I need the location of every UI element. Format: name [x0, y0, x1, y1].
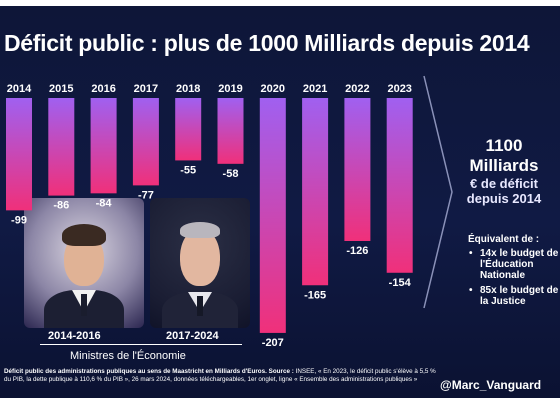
year-label-2015: 2015 [49, 83, 73, 95]
minister-2-period: 2017-2024 [166, 330, 219, 342]
equivalent-list: 14x le budget de l'Éducation Nationale 8… [466, 248, 560, 311]
equivalent-item: 85x le budget de la Justice [466, 285, 560, 307]
bar-2020 [259, 98, 286, 333]
bar-2014 [6, 98, 32, 211]
value-label-2015: -86 [53, 200, 69, 212]
summary-block: 1100 Milliards € de déficit depuis 2014 [448, 136, 560, 206]
minister-portrait-2 [150, 198, 250, 328]
year-label-2019: 2019 [218, 83, 242, 95]
equivalent-label: Équivalent de : [468, 234, 540, 245]
value-label-2023: -154 [389, 277, 412, 289]
bar-2018 [175, 98, 202, 161]
bar-2019 [217, 98, 244, 164]
summary-unit: Milliards [469, 156, 539, 175]
year-label-2018: 2018 [176, 83, 200, 95]
value-label-2021: -165 [304, 289, 326, 301]
minister-1-period: 2014-2016 [48, 330, 101, 342]
year-label-2020: 2020 [261, 83, 285, 95]
author-handle: @Marc_Vanguard [440, 378, 542, 392]
value-label-2018: -55 [180, 164, 196, 176]
bar-2022 [344, 98, 371, 241]
value-label-2016: -84 [96, 197, 113, 209]
year-label-2022: 2022 [345, 83, 369, 95]
value-label-2019: -58 [223, 168, 239, 180]
value-label-2017: -77 [138, 189, 154, 201]
year-label-2016: 2016 [91, 83, 115, 95]
equivalent-item: 14x le budget de l'Éducation Nationale [466, 248, 560, 281]
bar-2017 [132, 98, 159, 186]
summary-line4: depuis 2014 [466, 191, 542, 206]
value-label-2022: -126 [346, 245, 368, 257]
bar-2021 [302, 98, 329, 286]
summary-line3: € de déficit [470, 176, 538, 191]
bar-2023 [386, 98, 413, 273]
deficit-bar-chart: 2014 -99 2015 -86 2016 -84 2017 -77 2018 -55 2019 -… [6, 83, 413, 349]
source-text: INSEE, « En 2023, le déficit public s'él… [4, 368, 436, 383]
year-label-2014: 2014 [7, 83, 32, 95]
bar-2016 [90, 98, 117, 194]
ministers-bracket [40, 344, 242, 345]
chevron-right-icon [423, 75, 453, 309]
source-bold: Déficit public des administrations publi… [4, 368, 294, 375]
value-label-2014: -99 [11, 214, 27, 226]
ministers-label: Ministres de l'Économie [70, 350, 186, 362]
bar-2015 [48, 98, 75, 196]
year-label-2021: 2021 [303, 83, 327, 95]
summary-amount: 1100 [485, 136, 523, 155]
source-note: Déficit public des administrations publi… [4, 368, 440, 384]
infographic-card: Déficit public : plus de 1000 Milliards … [0, 6, 560, 398]
page-title: Déficit public : plus de 1000 Milliards … [4, 30, 530, 56]
value-label-2020: -207 [262, 337, 284, 349]
year-label-2017: 2017 [134, 83, 158, 95]
year-label-2023: 2023 [387, 83, 411, 95]
minister-portrait-1 [24, 198, 144, 328]
